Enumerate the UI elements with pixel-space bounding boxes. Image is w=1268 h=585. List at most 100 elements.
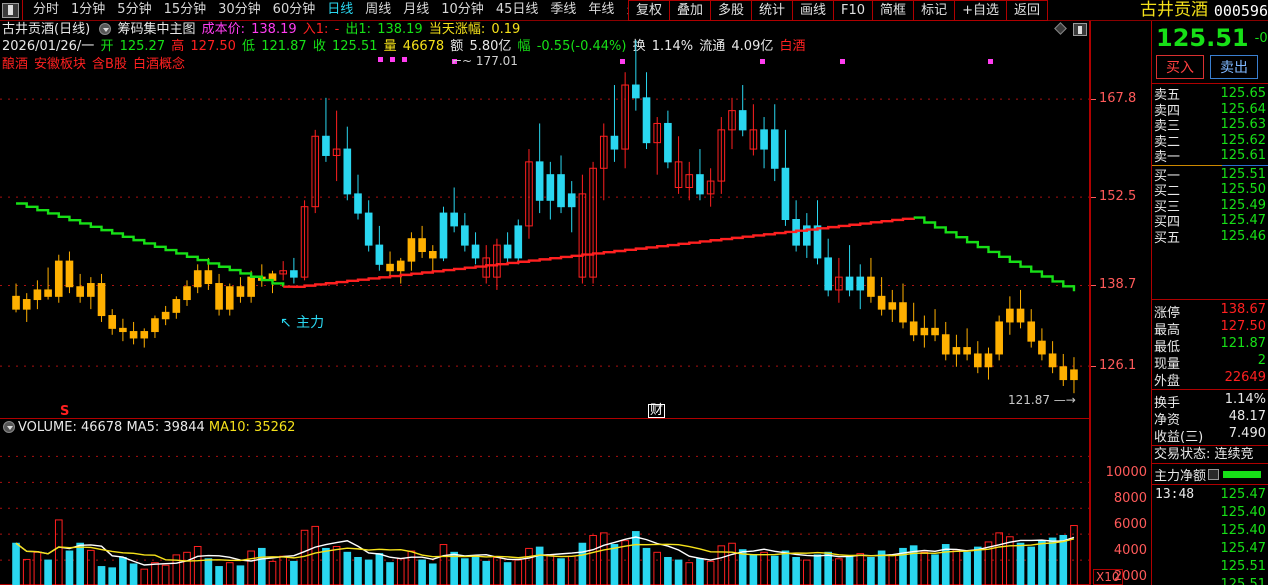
toolbar-button-6[interactable]: 简框 [873, 0, 915, 21]
volume-dropdown-icon[interactable] [3, 421, 15, 433]
period-tab-3[interactable]: 15分钟 [163, 2, 207, 17]
stat-row: 最低 121.87 [1152, 336, 1268, 355]
ask-row[interactable]: 卖二 125.62 [1152, 133, 1268, 150]
toolbar-button-2[interactable]: 多股 [710, 0, 752, 21]
period-tab-6[interactable]: 日线 [327, 2, 354, 17]
period-tab-0[interactable]: 分时 [33, 2, 60, 17]
tick-row[interactable]: 125.40 [1152, 505, 1268, 523]
tick-row[interactable]: 125.51 [1152, 577, 1268, 585]
toolbar-button-8[interactable]: +自选 [955, 0, 1007, 21]
stat-value: 7.490 [1228, 426, 1266, 441]
period-tab-2[interactable]: 5分钟 [117, 2, 152, 17]
tick-price: 125.51 [1220, 559, 1267, 574]
price-axis-tick [1091, 366, 1096, 368]
buy-button[interactable]: 买入 [1156, 55, 1204, 79]
toolbar-button-3[interactable]: 统计 [751, 0, 793, 21]
period-tab-10[interactable]: 45日线 [495, 2, 539, 17]
chart-title: 古井贡酒(日线) [2, 22, 91, 37]
price-change: -0.55 [1254, 30, 1268, 46]
turnover-value: 1.14% [651, 39, 694, 54]
sector-tag-3[interactable]: 白酒概念 [132, 57, 185, 72]
maximize-icon[interactable] [1073, 23, 1087, 36]
period-tab-7[interactable]: 周线 [365, 2, 392, 17]
toolbar-button-9[interactable]: 返回 [1006, 0, 1048, 21]
toolbar-button-4[interactable]: 画线 [793, 0, 835, 21]
price-chart-pane[interactable]: ⌐~ 177.01 121.87 —→ ↖ 主力 S 财 [0, 21, 1090, 418]
stock-code: 000596 [1213, 2, 1268, 20]
volume-axis-label-2: 6000 [1113, 517, 1147, 533]
period-tab-1[interactable]: 1分钟 [71, 2, 106, 17]
volume-axis-label-3: 4000 [1113, 543, 1147, 559]
tick-price: 125.47 [1220, 487, 1267, 502]
period-tab-12[interactable]: 年线 [588, 2, 615, 17]
indicator-dropdown-icon[interactable] [99, 23, 112, 35]
close-value: 125.51 [332, 39, 378, 54]
bid-row[interactable]: 买五 125.46 [1152, 229, 1268, 246]
period-tab-8[interactable]: 月线 [403, 2, 430, 17]
tick-row[interactable]: 13:48 125.47 [1152, 487, 1268, 505]
tick-row[interactable]: 125.47 [1152, 541, 1268, 559]
toolbar-button-0[interactable]: 复权 [627, 0, 670, 21]
sector-tag-1[interactable]: 安徽板块 [34, 57, 87, 72]
tick-row[interactable]: 125.40 [1152, 523, 1268, 541]
chart-title-row: 古井贡酒(日线) 筹码集中主图 成本价: 138.19 入1: - 出1: 13… [2, 22, 522, 38]
stat-value: 48.17 [1228, 409, 1266, 424]
float-value: 4.09亿 [731, 39, 774, 54]
indicator-name[interactable]: 筹码集中主图 [117, 22, 196, 37]
price-axis-label-0: 167.8 [1099, 91, 1137, 107]
main-net-row[interactable]: 主力净额 [1152, 464, 1268, 485]
bid-label: 买五 [1154, 230, 1181, 246]
bid-row[interactable]: 买一 125.51 [1152, 166, 1268, 184]
amp-label: 当天涨幅: [428, 22, 486, 37]
bid-price: 125.49 [1220, 197, 1267, 213]
stat-row: 净资 48.17 [1152, 409, 1268, 428]
period-tab-5[interactable]: 60分钟 [272, 2, 316, 17]
period-tab-9[interactable]: 10分钟 [441, 2, 484, 17]
price-axis-tick [1091, 99, 1096, 101]
ask-row[interactable]: 卖四 125.64 [1152, 101, 1268, 119]
trade-status-value: 连续竞 [1214, 447, 1254, 462]
in-value: - [334, 22, 340, 37]
chip-marker-dot [760, 59, 765, 64]
tick-price: 125.51 [1220, 577, 1267, 585]
amp-value: 0.19 [491, 22, 521, 37]
bid-price: 125.51 [1220, 166, 1267, 182]
bid-row[interactable]: 买二 125.50 [1152, 182, 1268, 199]
tick-list[interactable]: 13:48 125.47 125.40 125.40 125.47 125.51 125.5… [1152, 487, 1268, 585]
ask-row[interactable]: 卖五 125.65 [1152, 86, 1268, 103]
price-axis-label-1: 152.5 [1099, 189, 1137, 205]
toolbar-button-1[interactable]: 叠加 [669, 0, 711, 21]
period-tab-11[interactable]: 季线 [550, 2, 577, 17]
out-label: 出1: [345, 22, 372, 37]
float-label: 流通 [699, 39, 726, 54]
stat-row: 收益(三) 7.490 [1152, 426, 1268, 445]
stat-row: 最高 127.50 [1152, 319, 1268, 338]
bid-price: 125.47 [1220, 213, 1267, 229]
volume-axis-label-1: 8000 [1113, 491, 1147, 507]
volume-chart-pane[interactable] [0, 418, 1090, 585]
period-tab-4[interactable]: 30分钟 [218, 2, 261, 17]
sector-tag-2[interactable]: 含B股 [92, 57, 127, 72]
sector-label[interactable]: 白酒 [779, 39, 806, 54]
ask-row[interactable]: 卖三 125.63 [1152, 117, 1268, 134]
tick-row[interactable]: 125.51 [1152, 559, 1268, 577]
volume-multiplier: X10 [1093, 569, 1123, 585]
bid-row[interactable]: 买四 125.47 [1152, 213, 1268, 231]
ask-label: 卖一 [1154, 150, 1181, 166]
toolbar-button-7[interactable]: 标记 [914, 0, 956, 21]
list-icon[interactable] [1208, 468, 1220, 480]
toolbar-button-5[interactable]: F10 [834, 0, 874, 21]
panel-icon[interactable] [2, 2, 19, 18]
volume-chart [0, 455, 1089, 585]
ask-row[interactable]: 卖一 125.61 [1152, 148, 1268, 166]
sell-button[interactable]: 卖出 [1210, 55, 1258, 79]
price-axis-label-3: 126.1 [1099, 358, 1137, 374]
stats-mid-divider [1152, 389, 1268, 390]
ask-price: 125.64 [1220, 101, 1267, 117]
bid-row[interactable]: 买三 125.49 [1152, 197, 1268, 215]
bid-label: 买四 [1154, 215, 1181, 231]
volume-ma5-label: MA5: [126, 419, 160, 435]
sector-tag-0[interactable]: 酿酒 [2, 57, 29, 72]
stats-group-2: 换手 1.14% 净资 48.17 收益(三) 7.490 [1152, 392, 1268, 445]
chart-ohlc-row: 2026/01/26/一 开 125.27 高 127.50 低 121.87 … [2, 39, 808, 55]
